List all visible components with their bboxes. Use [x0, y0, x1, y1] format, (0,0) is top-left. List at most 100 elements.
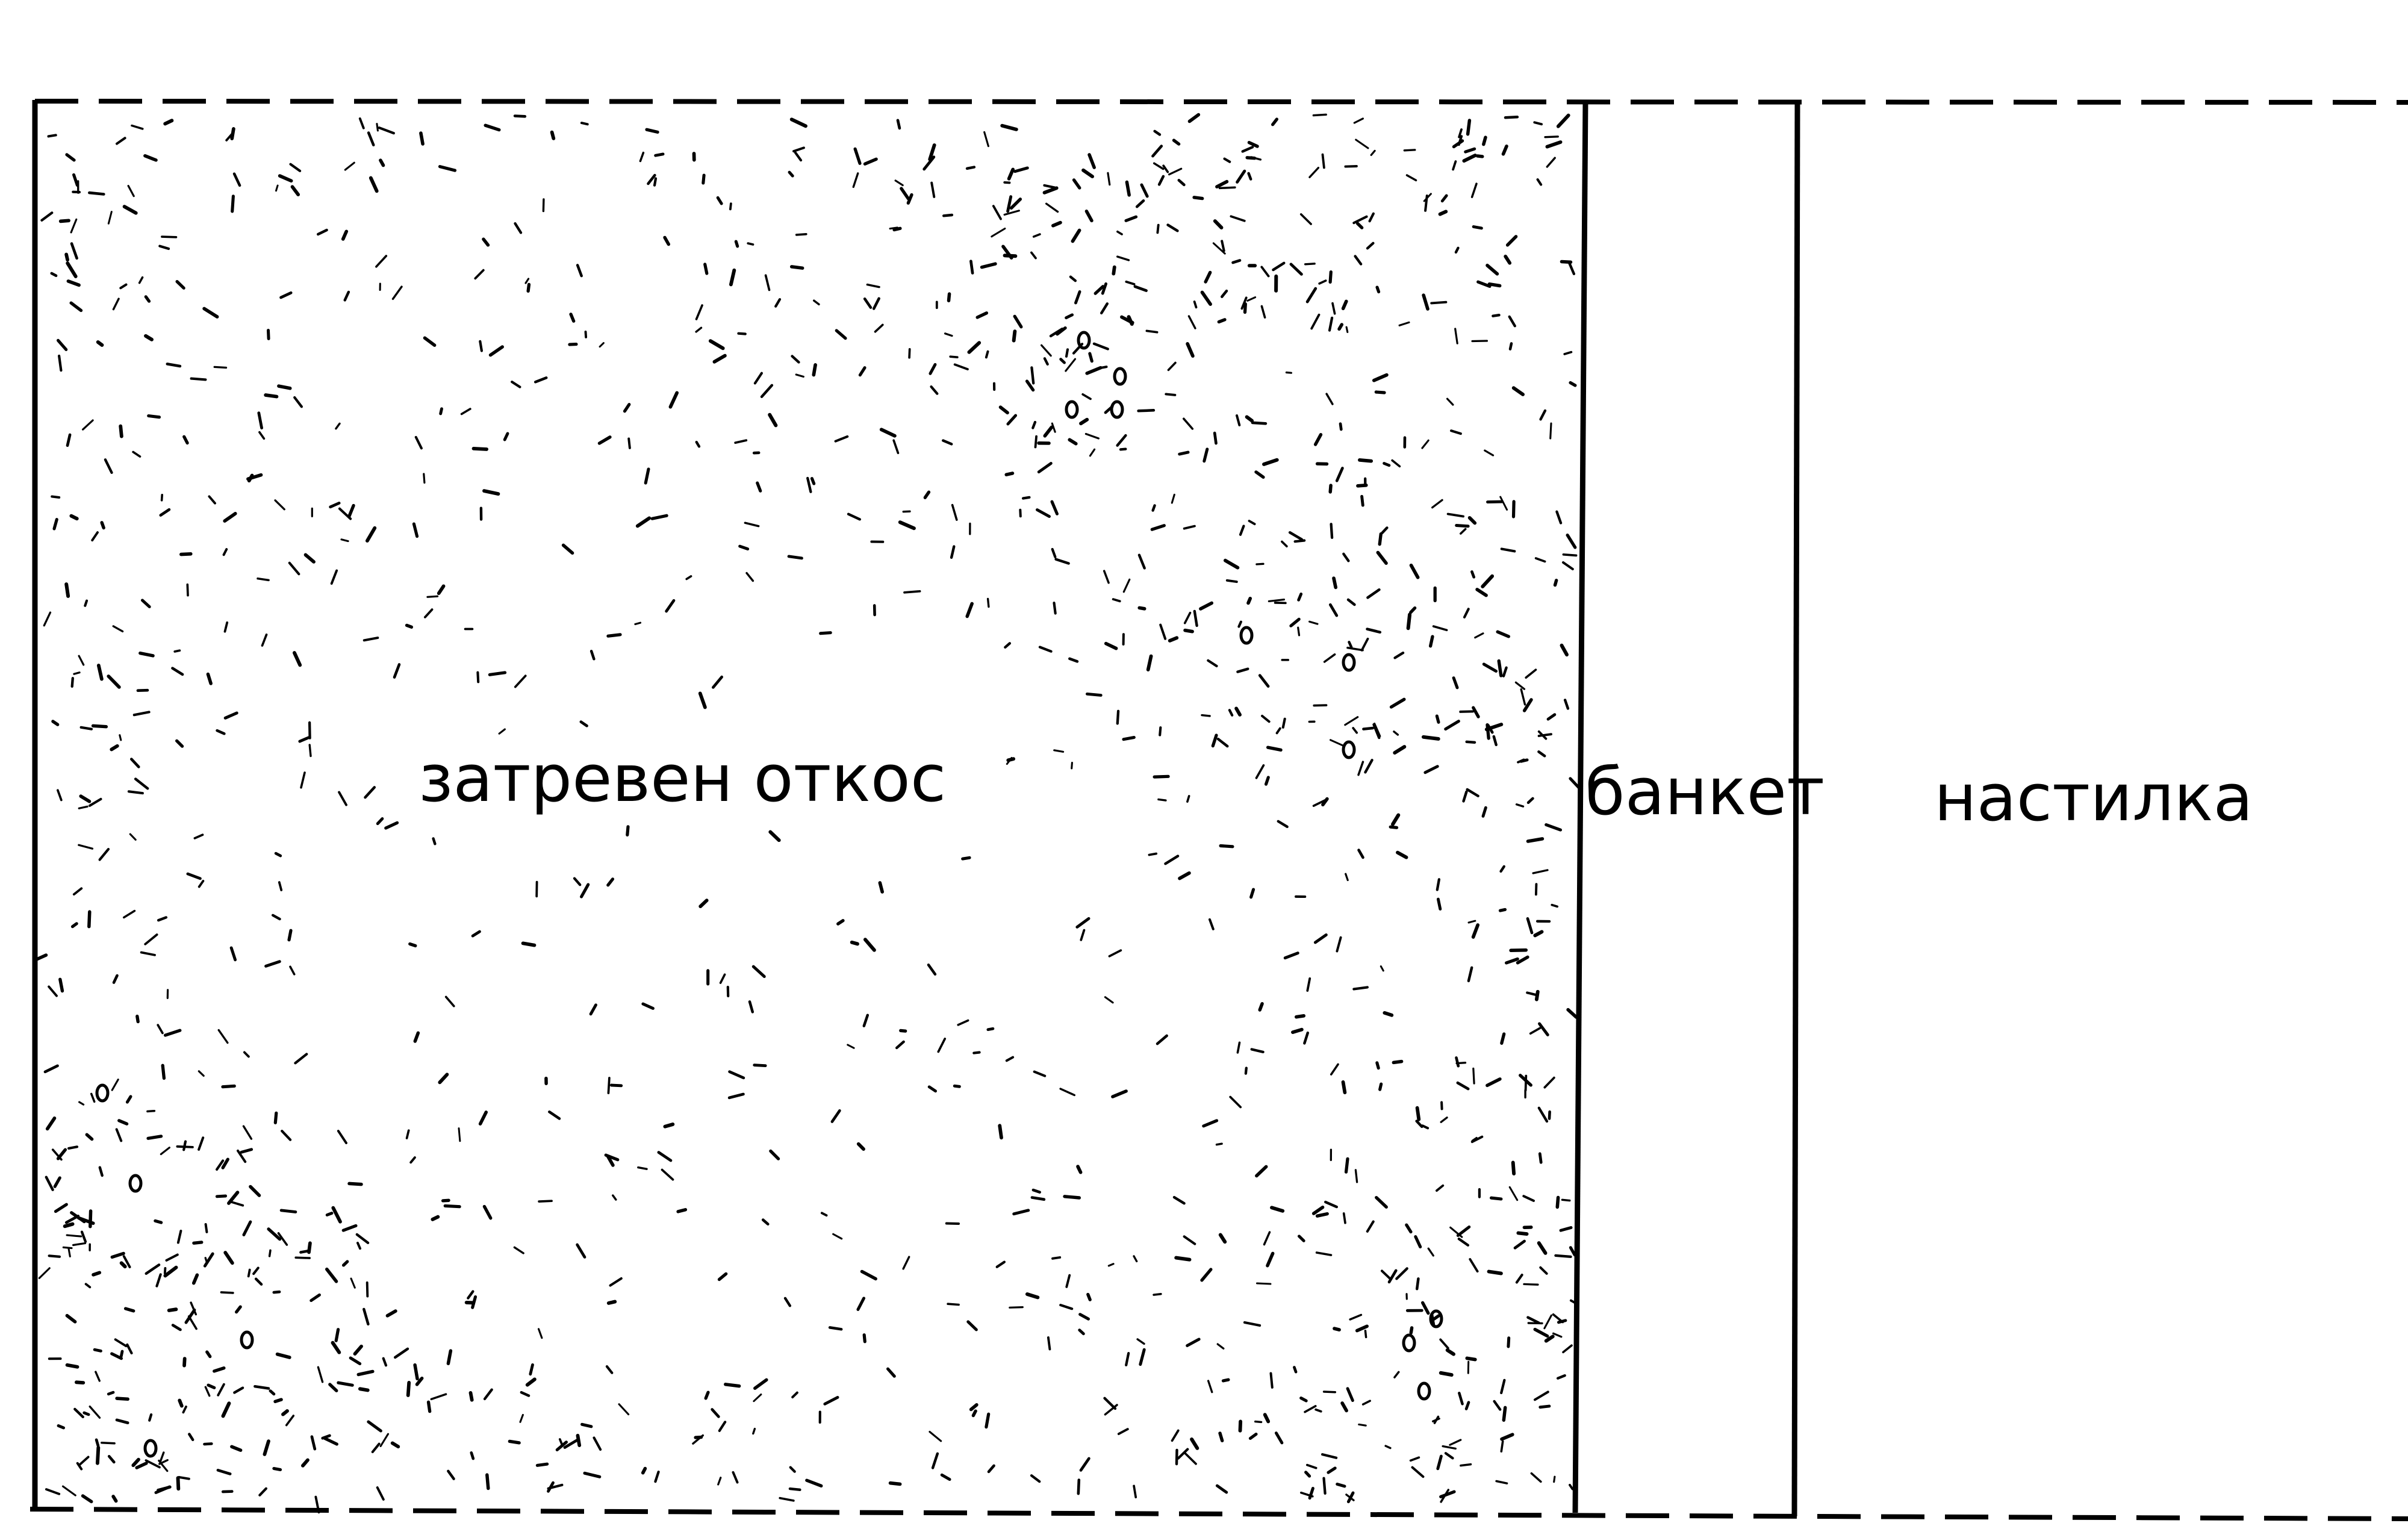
grass-speckle [1005, 1056, 1015, 1062]
grass-speckle [444, 995, 455, 1007]
grass-speckle [654, 1471, 660, 1483]
grass-speckle [902, 510, 911, 513]
grass-speckle [1305, 287, 1318, 304]
grass-speckle [1004, 472, 1015, 476]
grass-speckle [367, 1420, 382, 1433]
grass-speckle [1368, 212, 1375, 223]
grass-speckle [72, 173, 79, 187]
grass-speckle [525, 1377, 537, 1387]
grass-speckle [1266, 1251, 1275, 1268]
grass-speckle [1264, 776, 1270, 786]
grass-speckle [186, 583, 189, 597]
grass-speckle [67, 1248, 71, 1257]
grass-speckle [1059, 1088, 1076, 1097]
grass-speckle [98, 1166, 104, 1177]
grass-speckle [279, 1209, 297, 1213]
grass-speckle [1336, 936, 1342, 953]
grass-speckle [1168, 636, 1179, 643]
grass-speckle [1079, 1457, 1090, 1472]
grass-speckle [753, 1394, 762, 1403]
grass-speckle [182, 1405, 187, 1414]
grass-speckle [57, 354, 63, 372]
grass-speckle [48, 985, 58, 997]
grass-speckle [216, 1159, 225, 1171]
grass-speckle [1515, 1274, 1523, 1284]
grass-speckle [45, 1488, 61, 1495]
grass-speckle [48, 1254, 61, 1258]
grass-speckle [51, 495, 61, 499]
grass-speckle [258, 431, 266, 440]
grass-speckle [1409, 1456, 1420, 1462]
grass-speckle [1395, 1267, 1408, 1280]
grass-speckle [1225, 579, 1238, 584]
grass-speckle [661, 1168, 674, 1181]
grass-speckle [119, 283, 128, 290]
grass-speckle [1157, 175, 1165, 186]
grass-speckle [513, 114, 527, 118]
grass-speckle [1421, 735, 1440, 741]
grass-speckle [1569, 1483, 1574, 1490]
grass-speckle [732, 1471, 739, 1484]
grass-speckle [1314, 1408, 1322, 1413]
grass-speckle [274, 852, 282, 858]
grass-speckle [1081, 393, 1092, 400]
grass-speckle [76, 1462, 83, 1471]
grass-speckle [1202, 1119, 1219, 1128]
grass-speckle [1554, 1254, 1572, 1258]
grass-speckle [1545, 140, 1563, 149]
grass-speckle [111, 1079, 119, 1091]
grass-speckle [1059, 358, 1066, 364]
grass-speckle [148, 1413, 153, 1422]
grass-speckle [488, 671, 507, 676]
grass-speckle [426, 595, 439, 598]
grass-speckle [1274, 1431, 1284, 1445]
grass-speckle [482, 489, 500, 496]
grass-speckle [1145, 329, 1159, 334]
grass-speckle [1526, 837, 1545, 843]
grass-speckle [355, 1233, 370, 1244]
grass-speckle [1078, 1328, 1085, 1336]
grass-speckle [1505, 235, 1518, 247]
grass-speckle [1415, 1120, 1423, 1129]
grass-speckle [1341, 299, 1348, 311]
pebble-mark [95, 1083, 110, 1103]
grass-speckle [1373, 722, 1381, 738]
grass-speckle [145, 1263, 161, 1275]
grass-speckle [828, 1326, 843, 1331]
grass-speckle [1462, 790, 1468, 803]
grass-speckle [1454, 246, 1460, 254]
grass-speckle [1409, 606, 1417, 614]
grass-speckle [198, 1070, 205, 1077]
grass-speckle [1084, 210, 1094, 223]
grass-speckle [1228, 709, 1234, 717]
grass-speckle [1500, 1433, 1514, 1441]
grass-speckle [438, 1073, 449, 1085]
grass-speckle [1442, 1445, 1457, 1450]
grass-speckle [719, 973, 726, 984]
grass-speckle [275, 184, 279, 192]
grass-speckle [1288, 531, 1304, 541]
grass-speckle [146, 1135, 163, 1140]
grass-speckle [752, 1427, 756, 1435]
grass-speckle [1545, 823, 1563, 832]
grass-speckle [1111, 1089, 1128, 1098]
grass-speckle [1146, 654, 1153, 671]
grass-speckle [947, 292, 951, 303]
grass-speckle [1539, 1266, 1548, 1275]
grass-speckle [279, 291, 293, 299]
grass-speckle [257, 577, 270, 582]
grass-speckle [223, 711, 238, 720]
grass-speckle [866, 283, 880, 288]
grass-speckle [485, 1473, 490, 1490]
grass-speckle [1043, 184, 1056, 189]
grass-speckle [1217, 318, 1227, 324]
grass-speckle [126, 1343, 133, 1354]
grass-speckle [1500, 1032, 1506, 1045]
grass-speckle [1153, 162, 1165, 170]
grass-speckle [246, 473, 263, 481]
grass-speckle [1523, 1283, 1539, 1286]
grass-speckle [96, 664, 104, 681]
grass-speckle [1297, 626, 1301, 637]
grass-speckle [1530, 1472, 1542, 1483]
grass-speckle [1534, 1391, 1549, 1401]
